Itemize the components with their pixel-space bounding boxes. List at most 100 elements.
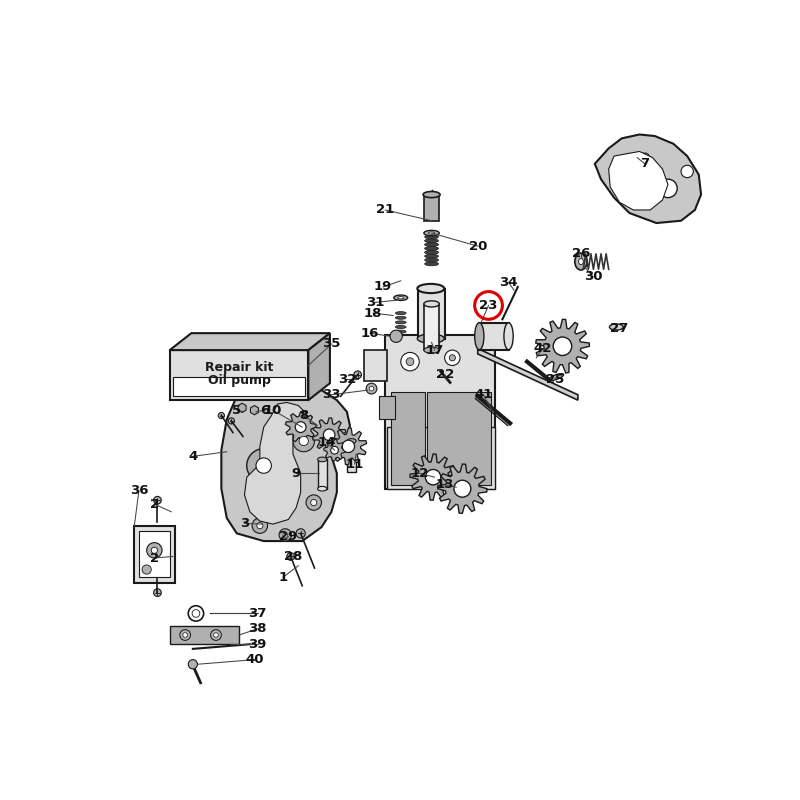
Polygon shape [379, 396, 394, 419]
Circle shape [366, 383, 377, 394]
Circle shape [401, 353, 419, 371]
Ellipse shape [347, 438, 356, 443]
Text: 6: 6 [261, 404, 270, 417]
Circle shape [354, 371, 362, 378]
Text: 40: 40 [246, 653, 264, 666]
Text: 20: 20 [469, 240, 487, 253]
Circle shape [214, 633, 218, 638]
Polygon shape [245, 402, 306, 524]
Ellipse shape [429, 232, 434, 234]
Circle shape [283, 533, 287, 538]
Text: 35: 35 [322, 338, 341, 350]
Polygon shape [330, 428, 366, 465]
Text: 18: 18 [364, 306, 382, 320]
Ellipse shape [574, 253, 587, 270]
Text: 1: 1 [278, 570, 287, 584]
Text: 10: 10 [264, 404, 282, 417]
Text: 29: 29 [279, 530, 298, 543]
Polygon shape [438, 464, 487, 514]
Polygon shape [390, 393, 426, 485]
Ellipse shape [424, 301, 439, 307]
Text: 16: 16 [361, 326, 379, 340]
Circle shape [295, 422, 306, 433]
Circle shape [180, 630, 190, 640]
Text: 37: 37 [248, 607, 266, 620]
Circle shape [681, 166, 694, 178]
Ellipse shape [425, 262, 438, 266]
Circle shape [296, 529, 306, 538]
Polygon shape [364, 350, 387, 381]
Circle shape [554, 337, 572, 355]
Ellipse shape [474, 322, 484, 350]
Ellipse shape [425, 235, 438, 239]
Text: 33: 33 [322, 388, 341, 402]
Circle shape [188, 660, 198, 669]
Ellipse shape [504, 322, 513, 350]
Text: 5: 5 [232, 404, 242, 417]
Text: 32: 32 [338, 373, 356, 386]
Circle shape [369, 386, 374, 391]
Circle shape [154, 496, 162, 504]
Polygon shape [286, 412, 316, 442]
Circle shape [390, 330, 402, 342]
Polygon shape [594, 134, 701, 223]
Circle shape [299, 436, 308, 446]
Polygon shape [170, 350, 308, 400]
Ellipse shape [398, 297, 404, 299]
Text: 9: 9 [291, 467, 301, 480]
Polygon shape [427, 393, 491, 485]
Circle shape [218, 413, 225, 418]
Ellipse shape [395, 311, 406, 314]
Circle shape [310, 499, 317, 506]
Polygon shape [139, 531, 170, 578]
Ellipse shape [425, 250, 438, 254]
Ellipse shape [318, 486, 327, 491]
Circle shape [151, 547, 158, 554]
Circle shape [252, 518, 267, 534]
Ellipse shape [188, 606, 204, 621]
Text: 22: 22 [435, 368, 454, 382]
Polygon shape [308, 333, 330, 400]
Polygon shape [347, 441, 356, 472]
Polygon shape [313, 418, 346, 452]
Circle shape [154, 589, 162, 597]
Text: 3: 3 [240, 517, 249, 530]
Polygon shape [424, 196, 439, 221]
Polygon shape [222, 387, 350, 541]
Circle shape [257, 522, 263, 529]
Circle shape [228, 418, 234, 424]
Text: 19: 19 [374, 281, 392, 294]
Circle shape [306, 495, 322, 510]
Polygon shape [386, 334, 494, 489]
Ellipse shape [423, 191, 440, 198]
Circle shape [210, 630, 222, 640]
Circle shape [142, 565, 151, 574]
Circle shape [445, 350, 460, 366]
Ellipse shape [610, 324, 623, 330]
Polygon shape [134, 526, 175, 582]
Polygon shape [418, 289, 445, 338]
Circle shape [323, 429, 335, 441]
Polygon shape [173, 377, 306, 396]
Text: 12: 12 [410, 467, 428, 480]
Text: 36: 36 [130, 484, 148, 497]
Text: 2: 2 [150, 498, 159, 510]
Polygon shape [170, 333, 330, 350]
Text: 25: 25 [546, 373, 564, 386]
Polygon shape [478, 349, 578, 400]
Polygon shape [318, 459, 327, 489]
Ellipse shape [425, 242, 438, 246]
Text: 31: 31 [366, 296, 385, 309]
Ellipse shape [394, 295, 408, 301]
Circle shape [330, 446, 338, 454]
Ellipse shape [549, 374, 563, 381]
Text: 7: 7 [640, 158, 650, 170]
Polygon shape [536, 319, 590, 373]
Circle shape [279, 529, 291, 541]
Circle shape [146, 542, 162, 558]
Polygon shape [387, 427, 494, 489]
Circle shape [658, 179, 677, 198]
Text: 30: 30 [584, 270, 602, 283]
Ellipse shape [395, 330, 406, 333]
Circle shape [406, 358, 414, 366]
